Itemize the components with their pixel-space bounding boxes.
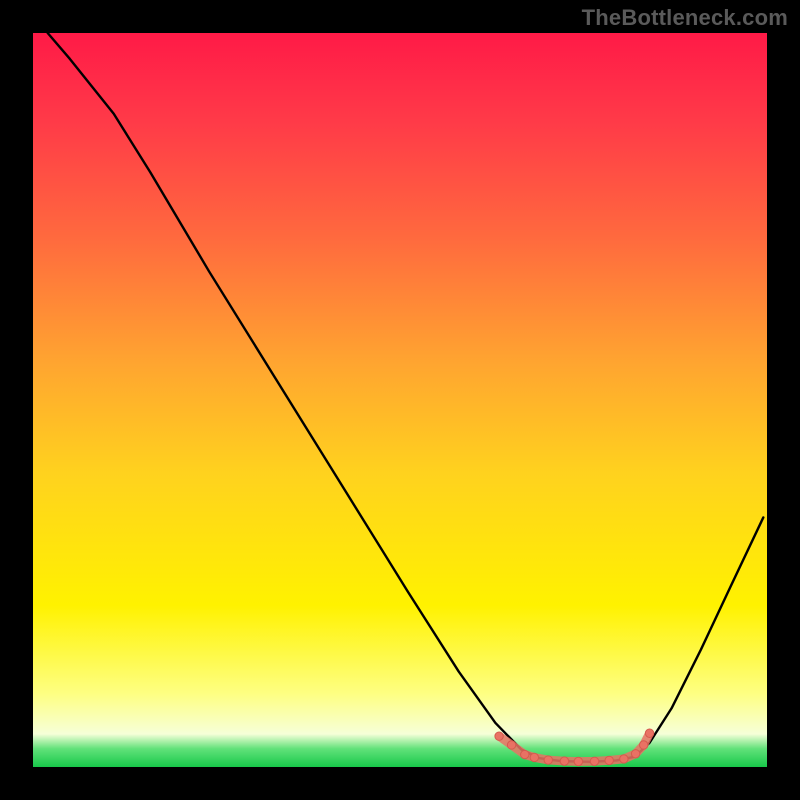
watermark-text: TheBottleneck.com xyxy=(582,5,788,31)
bottleneck-chart xyxy=(0,0,800,800)
chart-frame: TheBottleneck.com xyxy=(0,0,800,800)
chart-container xyxy=(0,0,800,800)
